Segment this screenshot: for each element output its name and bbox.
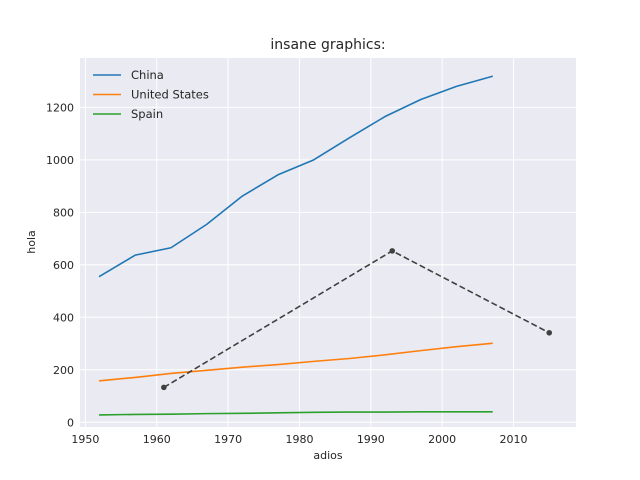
y-axis-label: hola — [25, 230, 38, 254]
x-tick-label: 1960 — [143, 433, 171, 446]
x-tick-label: 2000 — [428, 433, 456, 446]
chart-title: insane graphics: — [270, 37, 385, 53]
plot-background — [80, 58, 576, 427]
dashed-series-point — [546, 329, 553, 336]
series-line-china — [98, 75, 493, 278]
dashed-series-point — [389, 248, 396, 254]
y-tick-label: 1200 — [46, 101, 74, 114]
x-tick-label: 1950 — [71, 433, 99, 446]
legend: China United States Spain — [93, 68, 209, 121]
x-tick-label: 1980 — [285, 433, 313, 446]
legend-label: Spain — [131, 107, 163, 121]
y-tick-label: 800 — [53, 206, 74, 219]
dashed-series-point — [161, 384, 167, 391]
x-axis-ticks: 1950 1960 1970 1980 1990 2000 2010 — [71, 433, 527, 446]
x-axis-label: adios — [313, 449, 343, 462]
series-line-spain — [98, 410, 493, 416]
y-tick-label: 0 — [67, 416, 74, 429]
y-tick-label: 1000 — [46, 154, 74, 167]
x-tick-label: 1990 — [357, 433, 385, 446]
dashed-line — [161, 248, 553, 391]
x-tick-label: 2010 — [500, 433, 528, 446]
y-tick-label: 600 — [53, 259, 74, 272]
y-tick-label: 400 — [53, 311, 74, 324]
grid — [80, 58, 576, 427]
x-tick-label: 1970 — [214, 433, 242, 446]
series-line-united-states — [98, 342, 493, 382]
y-tick-label: 200 — [53, 364, 74, 377]
legend-label: United States — [131, 88, 209, 102]
y-axis-ticks: 0 200 400 600 800 1000 1200 — [46, 101, 74, 429]
legend-label: China — [131, 68, 164, 82]
series-lines — [98, 75, 493, 416]
